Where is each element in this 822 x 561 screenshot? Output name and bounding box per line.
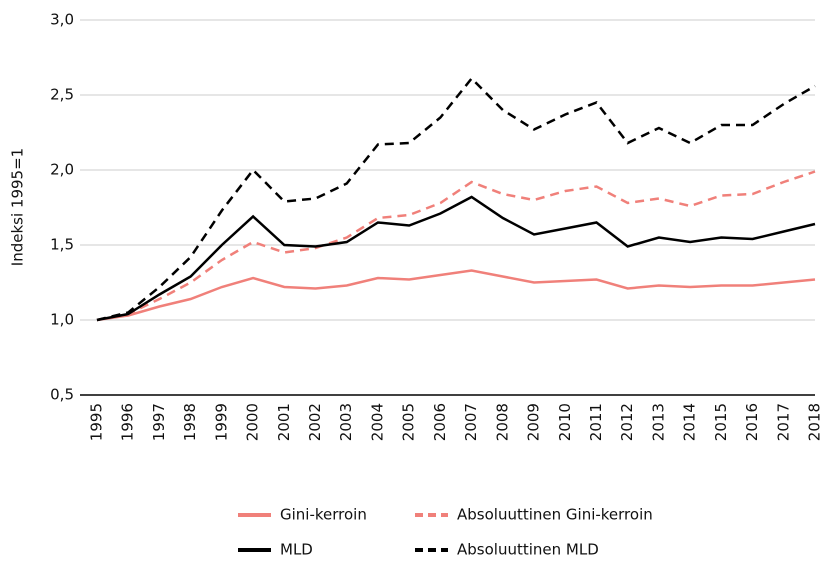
x-tick-label: 2010	[556, 403, 574, 441]
y-tick-label: 2,0	[50, 161, 74, 179]
x-tick-label: 2002	[306, 403, 324, 441]
legend-label: Gini-kerroin	[280, 506, 367, 524]
x-tick-label: 2009	[525, 403, 543, 441]
x-tick-label: 2007	[462, 403, 480, 441]
x-tick-label: 2011	[587, 403, 605, 441]
legend-label: Absoluuttinen MLD	[457, 541, 599, 559]
line-series	[96, 76, 816, 322]
legend-label: Absoluuttinen Gini-kerroin	[457, 506, 653, 524]
x-tick-label: 2006	[431, 403, 449, 441]
x-tick-label: 2003	[337, 403, 355, 441]
x-tick-label: 1997	[150, 403, 168, 441]
x-tick-label: 2016	[743, 403, 761, 441]
x-tick-label: 2014	[681, 403, 699, 441]
x-tick-label: 2004	[368, 403, 386, 441]
legend-label: MLD	[280, 541, 313, 559]
y-tick-label: 3,0	[50, 11, 74, 29]
line-series	[96, 170, 816, 322]
line-series	[96, 195, 816, 322]
x-tick-label: 2013	[649, 403, 667, 441]
x-tick-label: 2012	[618, 403, 636, 441]
x-tick-label: 2018	[806, 403, 822, 441]
y-tick-label: 1,0	[50, 311, 74, 329]
y-tick-label: 2,5	[50, 86, 74, 104]
line-series	[96, 269, 816, 322]
x-tick-label: 2001	[275, 403, 293, 441]
x-tick-label: 1996	[119, 403, 137, 441]
x-tick-label: 2005	[400, 403, 418, 441]
y-tick-label: 0,5	[50, 386, 74, 404]
x-tick-label: 1995	[88, 403, 106, 441]
x-tick-label: 2008	[493, 403, 511, 441]
x-tick-label: 2000	[244, 403, 262, 441]
y-axis-label: Indeksi 1995=1	[9, 148, 27, 266]
x-tick-label: 1998	[181, 403, 199, 441]
y-tick-label: 1,5	[50, 236, 74, 254]
x-tick-label: 2017	[774, 403, 792, 441]
x-tick-label: 1999	[212, 403, 230, 441]
x-tick-label: 2015	[712, 403, 730, 441]
